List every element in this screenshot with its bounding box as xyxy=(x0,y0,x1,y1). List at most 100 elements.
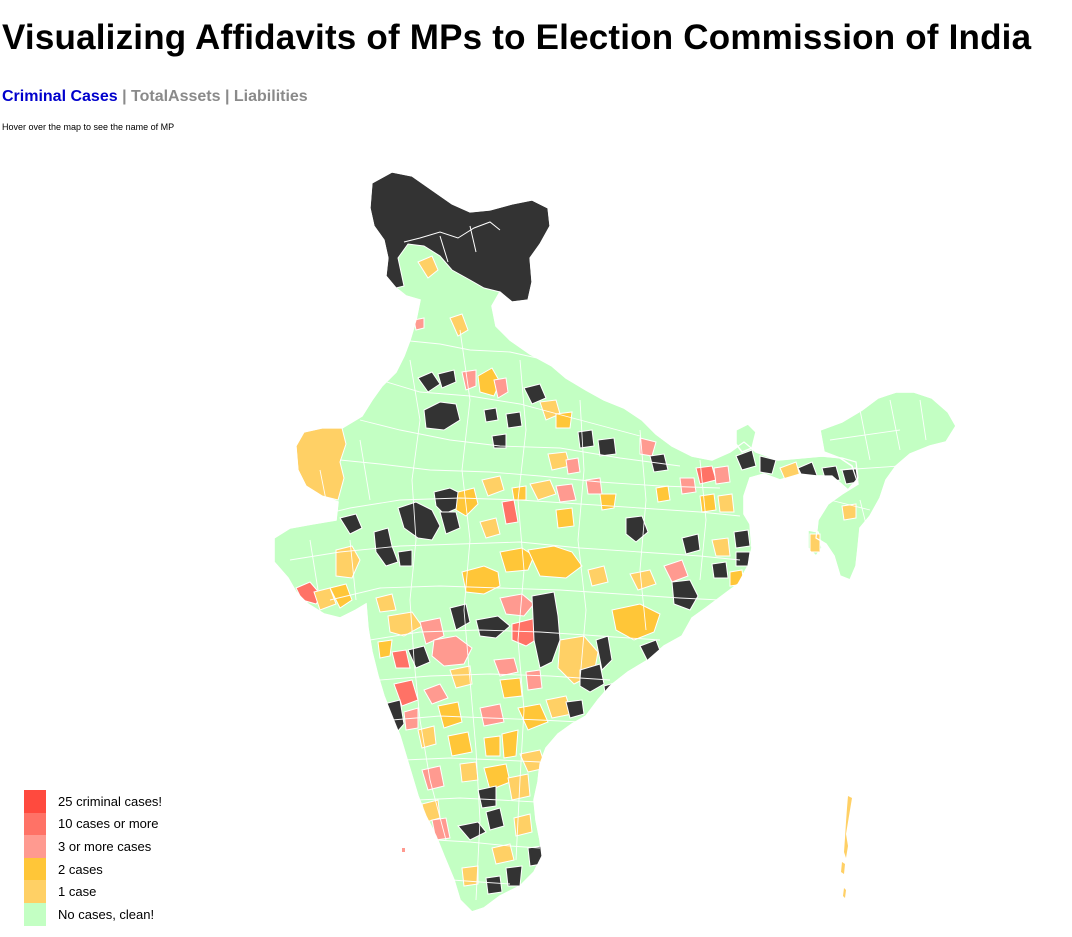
total-assets-link[interactable]: TotalAssets xyxy=(131,88,221,105)
constituency-region[interactable] xyxy=(475,615,511,639)
constituency-region[interactable] xyxy=(437,369,457,389)
constituency-region[interactable] xyxy=(491,843,515,865)
constituency-region[interactable] xyxy=(841,503,857,521)
constituency-region[interactable] xyxy=(501,729,519,759)
constituency-region[interactable] xyxy=(455,487,479,517)
constituency-region[interactable] xyxy=(679,477,697,495)
constituency-region[interactable] xyxy=(841,862,845,874)
constituency-region[interactable] xyxy=(531,591,561,669)
constituency-region[interactable] xyxy=(313,587,337,611)
constituency-region[interactable] xyxy=(517,703,549,731)
map-container[interactable] xyxy=(0,140,1072,932)
constituency-region[interactable] xyxy=(423,401,461,431)
constituency-region[interactable] xyxy=(733,529,751,549)
constituency-region[interactable] xyxy=(713,465,731,485)
constituency-region[interactable] xyxy=(671,579,699,611)
constituency-region[interactable] xyxy=(377,639,393,659)
constituency-region[interactable] xyxy=(449,665,473,689)
constituency-region[interactable] xyxy=(391,649,411,669)
constituency-region[interactable] xyxy=(477,785,497,809)
criminal-cases-link[interactable]: Criminal Cases xyxy=(2,88,118,105)
constituency-region[interactable] xyxy=(505,411,523,429)
constituency-region[interactable] xyxy=(481,475,505,497)
constituency-region[interactable] xyxy=(461,865,479,887)
constituency-region[interactable] xyxy=(711,561,729,579)
constituency-region[interactable] xyxy=(397,501,441,541)
constituency-region[interactable] xyxy=(479,703,505,727)
constituency-region[interactable] xyxy=(485,807,505,831)
constituency-region[interactable] xyxy=(483,735,501,757)
liabilities-link[interactable]: Liabilities xyxy=(233,88,308,105)
constituency-region[interactable] xyxy=(479,517,501,539)
constituency-region[interactable] xyxy=(423,683,449,705)
constituency-region[interactable] xyxy=(402,848,405,852)
constituency-region[interactable] xyxy=(507,773,531,801)
constituency-region[interactable] xyxy=(681,533,701,555)
constituency-region[interactable] xyxy=(513,813,533,837)
constituency-region[interactable] xyxy=(597,437,617,457)
constituency-region[interactable] xyxy=(493,377,509,399)
constituency-region[interactable] xyxy=(421,799,441,823)
constituency-region[interactable] xyxy=(403,707,419,731)
constituency-region[interactable] xyxy=(529,479,557,501)
constituency-region[interactable] xyxy=(417,255,439,279)
constituency-region[interactable] xyxy=(579,663,605,693)
constituency-region[interactable] xyxy=(527,545,583,579)
constituency-region[interactable] xyxy=(809,533,821,553)
constituency-region[interactable] xyxy=(421,765,445,791)
constituency-region[interactable] xyxy=(449,313,469,337)
constituency-region[interactable] xyxy=(439,511,461,535)
constituency-region[interactable] xyxy=(499,677,523,699)
constituency-region[interactable] xyxy=(459,761,479,783)
constituency-region[interactable] xyxy=(501,499,519,525)
constituency-region[interactable] xyxy=(565,699,585,719)
constituency-region[interactable] xyxy=(663,559,689,583)
constituency-region[interactable] xyxy=(339,513,363,535)
constituency-region[interactable] xyxy=(595,635,613,672)
constituency-region[interactable] xyxy=(447,731,473,757)
india-map[interactable] xyxy=(0,140,1072,932)
constituency-region[interactable] xyxy=(844,796,852,858)
constituency-region[interactable] xyxy=(577,429,595,449)
constituency-region[interactable] xyxy=(555,411,573,429)
constituency-region[interactable] xyxy=(735,449,757,471)
constituency-region[interactable] xyxy=(485,875,503,895)
constituency-region[interactable] xyxy=(587,565,609,587)
constituency-region[interactable] xyxy=(499,547,535,573)
constituency-region[interactable] xyxy=(413,317,425,331)
constituency-region[interactable] xyxy=(599,493,617,511)
constituency-region[interactable] xyxy=(717,493,735,513)
constituency-region[interactable] xyxy=(565,457,581,475)
constituency-region[interactable] xyxy=(417,371,441,393)
constituency-region[interactable] xyxy=(523,383,547,405)
constituency-region[interactable] xyxy=(417,725,437,749)
constituency-region[interactable] xyxy=(387,611,423,637)
constituency-region[interactable] xyxy=(555,483,577,503)
constituency-region[interactable] xyxy=(843,888,846,898)
constituency-region[interactable] xyxy=(329,583,353,609)
constituency-layer[interactable] xyxy=(289,172,927,901)
constituency-region[interactable] xyxy=(655,485,671,503)
constituency-region[interactable] xyxy=(699,493,717,513)
constituency-region[interactable] xyxy=(499,593,535,617)
constituency-region[interactable] xyxy=(625,515,649,543)
constituency-region[interactable] xyxy=(431,635,473,667)
constituency-region[interactable] xyxy=(527,845,543,867)
constituency-region[interactable] xyxy=(759,455,777,475)
constituency-region[interactable] xyxy=(295,427,347,501)
constituency-region[interactable] xyxy=(711,537,731,557)
constituency-region[interactable] xyxy=(335,545,361,579)
constituency-region[interactable] xyxy=(491,433,507,449)
constituency-region[interactable] xyxy=(611,603,661,641)
constituency-region[interactable] xyxy=(505,865,523,887)
constituency-region[interactable] xyxy=(437,701,463,729)
constituency-region[interactable] xyxy=(461,369,477,391)
constituency-region[interactable] xyxy=(493,657,519,677)
constituency-region[interactable] xyxy=(397,549,413,567)
constituency-region[interactable] xyxy=(375,593,397,613)
islands[interactable] xyxy=(402,796,852,898)
constituency-region[interactable] xyxy=(629,569,657,591)
constituency-region[interactable] xyxy=(525,669,543,691)
constituency-region[interactable] xyxy=(555,507,575,529)
constituency-region[interactable] xyxy=(419,617,445,645)
